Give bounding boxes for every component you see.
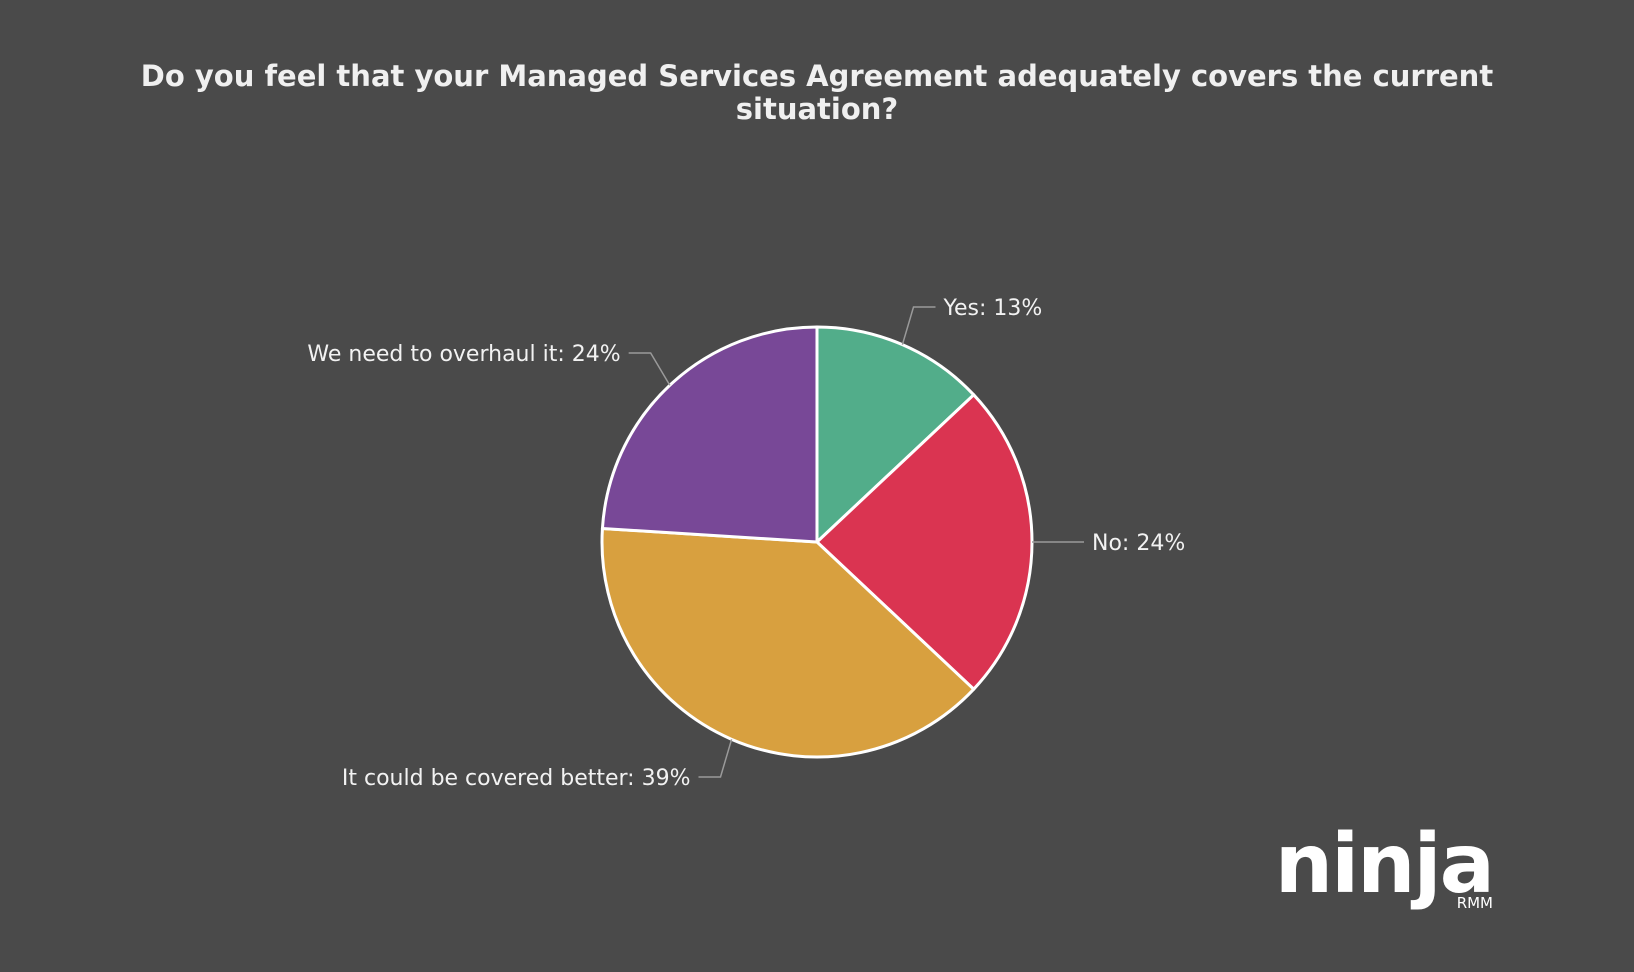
logo-wordmark: ninja bbox=[1275, 817, 1493, 912]
leader-line-yes bbox=[901, 306, 936, 345]
leader-line-it-could-be-covered-better bbox=[698, 739, 733, 778]
ninja-rmm-logo: ninja RMM bbox=[1275, 817, 1495, 912]
leader-lines bbox=[628, 306, 1084, 778]
pie-slice-no bbox=[815, 393, 1034, 691]
slice-label-it-could-be-covered-better: It could be covered better: 39% bbox=[342, 766, 691, 791]
pie-slice-we-need-to-overhaul-it bbox=[600, 325, 819, 544]
slice-labels: Yes: 13% No: 24% It could be covered bette… bbox=[307, 296, 1185, 791]
slice-label-yes: Yes: 13% bbox=[943, 296, 1043, 321]
chart-title-line-1: Do you feel that your Managed Services A… bbox=[141, 59, 1494, 93]
leader-line-we-need-to-overhaul-it bbox=[628, 352, 671, 386]
chart-title-line-2: situation? bbox=[736, 92, 898, 126]
slice-label-no: No: 24% bbox=[1092, 531, 1185, 556]
slice-label-we-need-to-overhaul-it: We need to overhaul it: 24% bbox=[307, 342, 620, 367]
logo-subtext: RMM bbox=[1457, 894, 1493, 912]
pie-slice-yes bbox=[815, 325, 976, 544]
pie-slices bbox=[600, 325, 1034, 759]
